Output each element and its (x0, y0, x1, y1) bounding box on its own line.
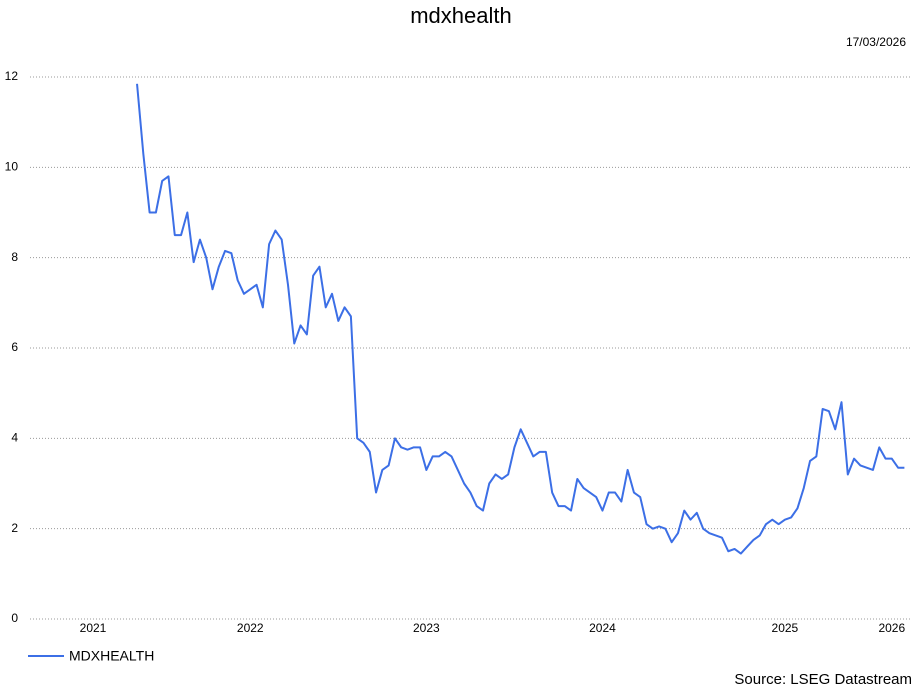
date-label: 17/03/2026 (846, 35, 906, 49)
legend-label: MDXHEALTH (69, 648, 154, 664)
y-tick-label: 6 (11, 340, 18, 354)
x-tick-label: 2024 (589, 621, 616, 635)
x-tick-label: 2023 (413, 621, 440, 635)
x-tick-label: 2021 (80, 621, 107, 635)
x-tick-label: 2025 (772, 621, 799, 635)
y-tick-label: 8 (11, 250, 18, 264)
y-tick-label: 12 (5, 69, 19, 83)
series-line (136, 83, 905, 555)
x-tick-label: 2022 (237, 621, 264, 635)
y-tick-label: 10 (5, 160, 19, 174)
x-tick-label: 2026 (878, 621, 905, 635)
source-label: Source: LSEG Datastream (734, 671, 912, 688)
chart-title: mdxhealth (410, 3, 512, 28)
y-tick-label: 2 (11, 521, 18, 535)
y-tick-label: 4 (11, 431, 18, 445)
y-tick-label: 0 (11, 611, 18, 625)
